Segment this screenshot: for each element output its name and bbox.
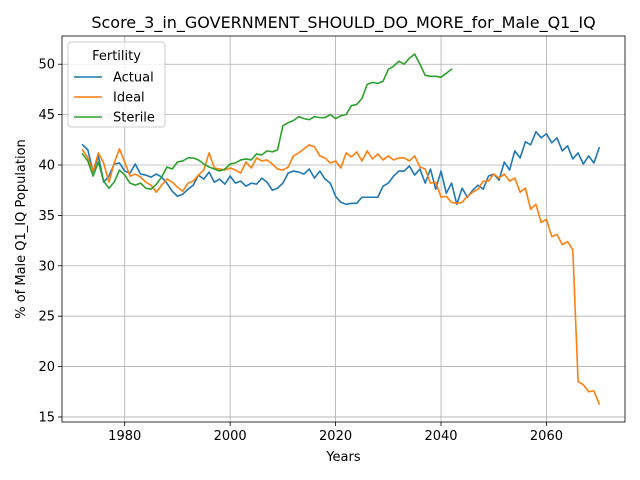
series-line-sterile bbox=[81, 53, 453, 190]
x-axis-label: Years bbox=[325, 450, 361, 465]
y-tick-label: 35 bbox=[38, 209, 55, 224]
x-ticks: 1980 2000 2020 2040 2060 bbox=[108, 422, 563, 444]
y-tick-label: 15 bbox=[38, 410, 55, 425]
x-tick-label: 2020 bbox=[319, 429, 352, 444]
plot-frame bbox=[61, 35, 626, 423]
legend-label-sterile: Sterile bbox=[113, 111, 155, 126]
y-tick-label: 45 bbox=[38, 108, 55, 123]
chart-title: Score_3_in_GOVERNMENT_SHOULD_DO_MORE_for… bbox=[91, 13, 595, 33]
legend: Fertility Actual Ideal Sterile bbox=[67, 41, 166, 128]
series-line-ideal bbox=[81, 144, 601, 405]
series-line-actual bbox=[81, 130, 601, 206]
x-tick-label: 2060 bbox=[530, 429, 563, 444]
y-tick-label: 25 bbox=[38, 310, 55, 325]
legend-title: Fertility bbox=[92, 49, 141, 64]
legend-label-actual: Actual bbox=[113, 71, 154, 86]
series-lines bbox=[81, 53, 601, 405]
legend-box bbox=[67, 41, 166, 128]
x-tick-label: 1980 bbox=[108, 429, 141, 444]
legend-label-ideal: Ideal bbox=[113, 91, 145, 106]
y-ticks: 15 20 25 30 35 40 45 50 bbox=[38, 58, 62, 425]
x-tick-label: 2000 bbox=[214, 429, 247, 444]
y-tick-label: 30 bbox=[38, 259, 55, 274]
y-tick-label: 40 bbox=[38, 159, 55, 174]
y-axis-label: % of Male Q1_IQ Population bbox=[14, 139, 29, 319]
y-tick-label: 50 bbox=[38, 58, 55, 73]
y-tick-label: 20 bbox=[38, 360, 55, 375]
x-tick-label: 2040 bbox=[424, 429, 457, 444]
